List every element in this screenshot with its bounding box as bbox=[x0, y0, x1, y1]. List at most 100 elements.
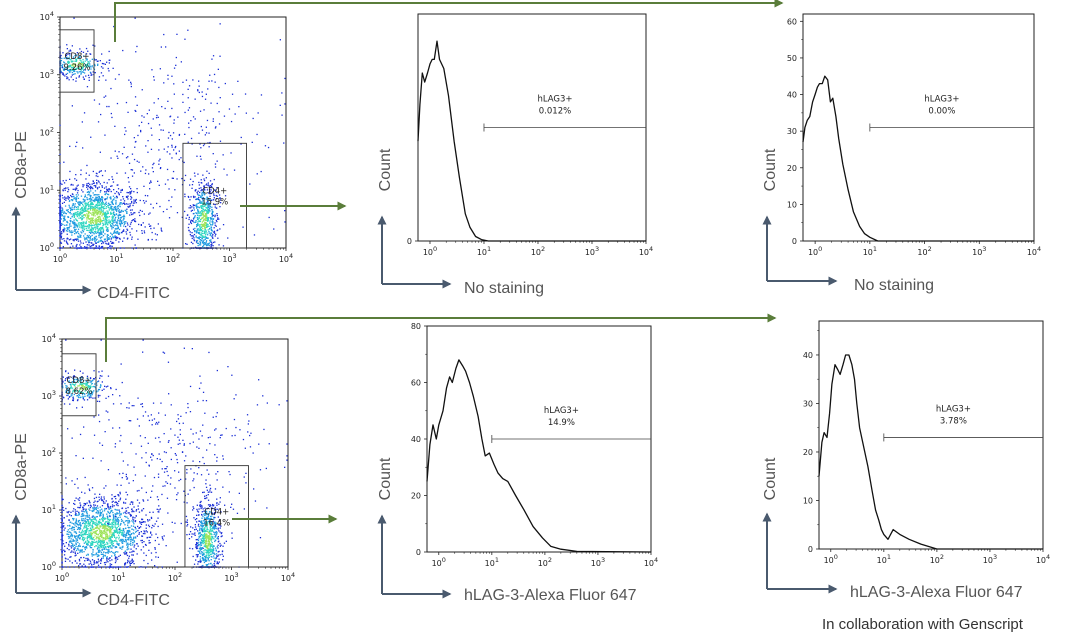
data-point bbox=[201, 237, 203, 239]
data-point bbox=[130, 514, 132, 516]
data-point bbox=[107, 67, 109, 70]
data-point bbox=[124, 221, 126, 223]
data-point bbox=[127, 111, 129, 113]
gate-percent: 0.012% bbox=[539, 107, 571, 117]
data-point bbox=[205, 556, 207, 559]
data-point bbox=[76, 185, 78, 187]
data-point bbox=[79, 214, 81, 216]
data-point bbox=[211, 518, 213, 520]
data-point bbox=[89, 506, 91, 509]
data-point bbox=[202, 213, 204, 215]
data-point bbox=[81, 232, 83, 234]
data-point bbox=[88, 204, 90, 206]
data-point bbox=[141, 232, 143, 234]
data-point bbox=[158, 149, 160, 151]
data-point bbox=[111, 536, 113, 538]
data-point bbox=[106, 557, 108, 559]
data-point bbox=[86, 524, 88, 527]
data-point bbox=[61, 548, 63, 550]
data-point bbox=[83, 214, 85, 216]
data-point bbox=[111, 209, 113, 212]
data-point bbox=[210, 199, 212, 201]
data-point bbox=[77, 184, 79, 186]
data-point bbox=[138, 566, 140, 568]
data-point bbox=[188, 207, 190, 209]
data-point bbox=[135, 548, 137, 550]
data-point bbox=[188, 122, 190, 124]
data-point bbox=[118, 531, 120, 533]
data-point bbox=[88, 563, 90, 565]
data-point bbox=[71, 540, 73, 542]
data-point bbox=[61, 530, 63, 532]
data-point bbox=[89, 489, 91, 492]
data-point bbox=[124, 539, 127, 541]
data-point bbox=[69, 49, 71, 51]
data-point bbox=[141, 509, 143, 511]
data-point bbox=[205, 207, 207, 209]
data-point bbox=[106, 239, 109, 241]
data-point bbox=[59, 206, 61, 208]
data-point bbox=[68, 70, 70, 73]
data-point bbox=[62, 566, 64, 568]
data-point bbox=[70, 208, 72, 210]
data-point bbox=[103, 526, 105, 528]
data-point bbox=[110, 212, 113, 215]
data-point bbox=[108, 190, 110, 193]
data-point bbox=[202, 245, 204, 248]
data-point bbox=[108, 247, 111, 249]
data-point bbox=[94, 190, 97, 192]
data-point bbox=[207, 206, 209, 208]
data-point bbox=[128, 519, 130, 522]
data-point bbox=[73, 531, 75, 533]
data-point bbox=[217, 528, 219, 530]
data-point bbox=[196, 228, 198, 230]
data-point bbox=[197, 198, 200, 201]
data-point bbox=[242, 226, 244, 228]
data-point bbox=[68, 69, 70, 71]
data-point bbox=[75, 80, 77, 82]
data-point bbox=[92, 515, 95, 517]
data-point bbox=[135, 247, 137, 249]
data-point bbox=[117, 504, 119, 507]
data-point bbox=[68, 229, 71, 231]
data-point bbox=[207, 184, 210, 186]
data-point bbox=[209, 189, 211, 191]
data-point bbox=[142, 200, 145, 202]
data-point bbox=[92, 71, 94, 73]
data-point bbox=[66, 547, 68, 550]
data-point bbox=[81, 210, 83, 212]
data-point bbox=[115, 216, 117, 219]
data-point bbox=[114, 208, 116, 210]
data-point bbox=[79, 522, 81, 524]
data-point bbox=[82, 51, 85, 53]
data-point bbox=[203, 239, 205, 241]
data-point bbox=[212, 191, 214, 193]
data-point bbox=[196, 198, 198, 200]
data-point bbox=[208, 217, 210, 219]
data-point bbox=[112, 542, 114, 545]
data-point bbox=[151, 527, 153, 529]
data-point bbox=[85, 546, 87, 549]
data-point bbox=[88, 540, 90, 543]
data-point bbox=[85, 225, 87, 228]
data-point bbox=[201, 232, 204, 235]
data-point bbox=[111, 219, 113, 222]
data-point bbox=[90, 223, 92, 225]
data-point bbox=[91, 242, 93, 244]
data-point bbox=[63, 57, 65, 59]
data-point bbox=[120, 538, 122, 541]
data-point bbox=[210, 199, 213, 201]
data-point bbox=[71, 199, 73, 201]
data-point bbox=[80, 217, 82, 219]
data-point bbox=[114, 235, 116, 237]
data-point bbox=[80, 549, 82, 551]
data-point bbox=[118, 520, 120, 522]
data-point bbox=[103, 218, 105, 220]
data-point bbox=[76, 562, 78, 564]
data-point bbox=[106, 532, 108, 534]
data-point bbox=[68, 227, 70, 229]
data-point bbox=[82, 203, 84, 206]
data-point bbox=[86, 238, 88, 240]
data-point bbox=[218, 218, 220, 220]
data-point bbox=[147, 151, 149, 153]
